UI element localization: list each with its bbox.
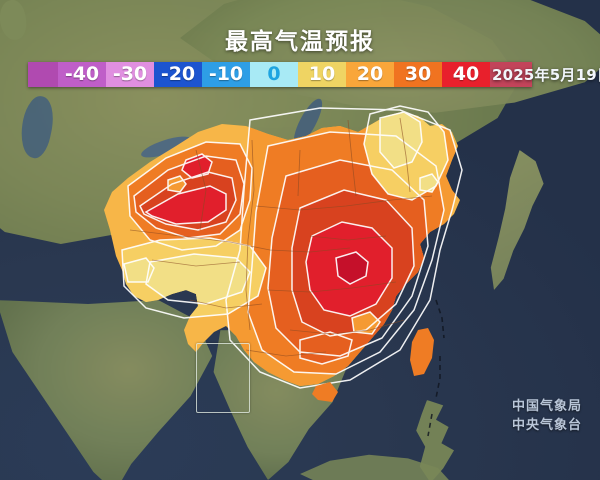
legend-label: 0 bbox=[267, 63, 281, 85]
band-38-40-tarim bbox=[146, 186, 226, 224]
legend-stop-30: 30 bbox=[394, 62, 442, 87]
legend-stop-end-10 bbox=[490, 62, 532, 87]
legend-label: 40 bbox=[452, 63, 480, 85]
legend-stop--10: -10 bbox=[202, 62, 250, 87]
band-24-28-spot-xinjiang bbox=[168, 176, 186, 192]
maritime-boundary-dashes bbox=[427, 299, 445, 437]
region-taiwan bbox=[410, 328, 434, 376]
agency-watermark: 中国气象局 中央气象台 bbox=[512, 398, 582, 436]
legend-label: -20 bbox=[160, 63, 196, 85]
page-title: 最高气温预报 bbox=[225, 29, 375, 55]
watermark-line-2: 中央气象台 bbox=[511, 418, 582, 434]
legend-label: -10 bbox=[208, 63, 244, 85]
legend-stop-20: 20 bbox=[346, 62, 394, 87]
legend-stop-40: 40 bbox=[442, 62, 490, 87]
band-10-16-tibet-west bbox=[124, 258, 154, 282]
legend-label: -30 bbox=[112, 63, 148, 85]
legend-label: 20 bbox=[356, 63, 384, 85]
legend-label: 30 bbox=[404, 63, 432, 85]
legend-stop-0: 0 bbox=[250, 62, 298, 87]
band-10-16-tibet bbox=[146, 254, 250, 304]
temperature-color-scale: -40 -30 -20 -10 0 10 20 30 40 bbox=[28, 62, 532, 87]
legend-stop--40: -40 bbox=[58, 62, 106, 87]
forecast-date: 2025年5月19日 bbox=[492, 66, 600, 84]
south-china-sea-inset-box bbox=[196, 343, 250, 413]
legend-stop-end-0 bbox=[28, 62, 58, 87]
region-hainan bbox=[312, 382, 338, 402]
legend-stop-10: 10 bbox=[298, 62, 346, 87]
band-38-40-north-xinjiang bbox=[182, 154, 212, 178]
watermark-line-1: 中国气象局 bbox=[511, 399, 582, 415]
province-boundaries bbox=[129, 117, 433, 357]
legend-label: -40 bbox=[64, 63, 100, 85]
band-40-plus-central bbox=[336, 252, 368, 284]
temperature-bands-group bbox=[104, 112, 460, 386]
legend-stop--20: -20 bbox=[154, 62, 202, 87]
band-24-28-southeast-spot bbox=[352, 312, 380, 334]
legend-label: 10 bbox=[308, 63, 336, 85]
isotherm-contours bbox=[121, 105, 463, 389]
legend-stop--30: -30 bbox=[106, 62, 154, 87]
